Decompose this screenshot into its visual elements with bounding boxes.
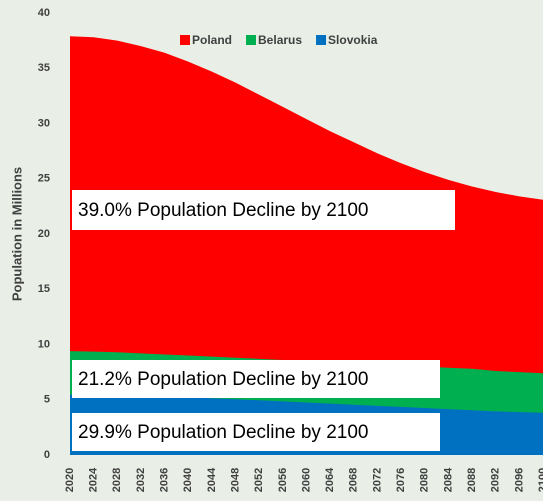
- x-tick-label: 2052: [253, 468, 265, 492]
- legend-swatch: [316, 35, 326, 45]
- x-tick-label: 2072: [371, 468, 383, 492]
- x-tick-label: 2044: [206, 467, 218, 492]
- x-tick-label: 2084: [442, 467, 454, 492]
- x-tick-label: 2068: [348, 468, 360, 492]
- y-tick-label: 10: [38, 338, 50, 350]
- y-tick-label: 35: [38, 62, 50, 74]
- legend-label: Poland: [192, 33, 232, 47]
- legend-swatch: [180, 35, 190, 45]
- x-tick-label: 2040: [182, 468, 194, 492]
- legend-label: Slovokia: [328, 33, 378, 47]
- x-tick-label: 2048: [229, 468, 241, 492]
- y-tick-label: 25: [38, 173, 50, 185]
- x-tick-label: 2080: [419, 468, 431, 492]
- x-tick-label: 2100: [537, 468, 543, 492]
- x-tick-label: 2060: [300, 468, 312, 492]
- y-tick-label: 20: [38, 228, 50, 240]
- x-tick-label: 2056: [277, 468, 289, 492]
- annotation: 39.0% Population Decline by 2100: [78, 200, 368, 221]
- x-tick-label: 2064: [324, 467, 336, 492]
- x-tick-label: 2036: [159, 468, 171, 492]
- x-tick-label: 2028: [111, 468, 123, 492]
- y-tick-label: 0: [44, 449, 50, 461]
- annotation: 29.9% Population Decline by 2100: [78, 422, 368, 443]
- x-tick-label: 2088: [466, 468, 478, 492]
- x-tick-label: 2076: [395, 468, 407, 492]
- x-tick-label: 2032: [135, 468, 147, 492]
- x-tick-label: 2020: [64, 468, 76, 492]
- y-tick-label: 5: [44, 394, 50, 406]
- y-tick-label: 40: [38, 7, 50, 19]
- page: {"chart_data": {"type": "area", "y_label…: [0, 0, 543, 501]
- legend-swatch: [246, 35, 256, 45]
- chart: Population in Millions 0 5 10 15 20 25 30 35 40 2…: [0, 0, 543, 501]
- y-tick-label: 30: [38, 117, 50, 129]
- x-tick-label: 2024: [88, 467, 100, 492]
- x-tick-label: 2096: [513, 468, 525, 492]
- annotation: 21.2% Population Decline by 2100: [78, 369, 368, 390]
- y-tick-label: 15: [38, 283, 50, 295]
- x-tick-label: 2092: [490, 468, 502, 492]
- legend-label: Belarus: [258, 33, 302, 47]
- y-axis-label: Population in Millions: [9, 167, 24, 301]
